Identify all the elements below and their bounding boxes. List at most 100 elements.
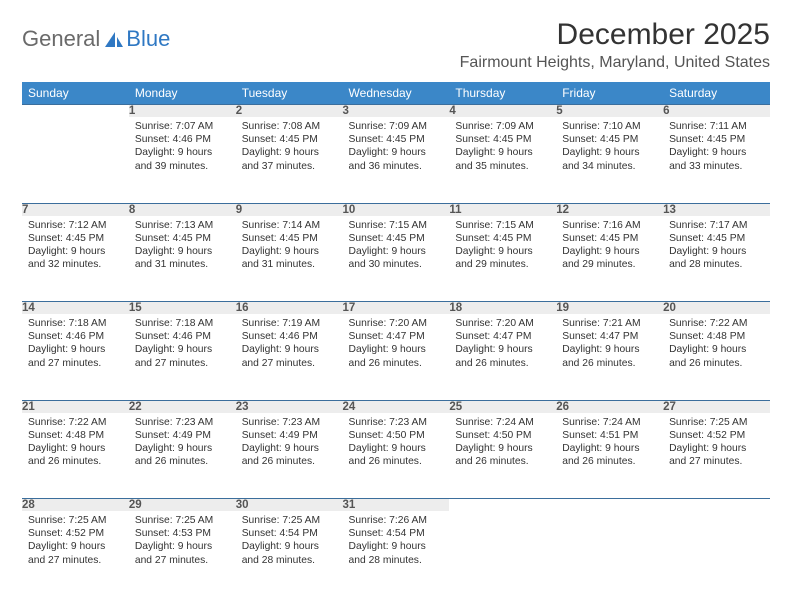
day-cell: Sunrise: 7:23 AMSunset: 4:49 PMDaylight:…	[236, 413, 343, 499]
empty-day-cell	[663, 511, 770, 597]
day-cell: Sunrise: 7:20 AMSunset: 4:47 PMDaylight:…	[343, 314, 450, 400]
empty-day-number	[556, 499, 663, 512]
day-details: Sunrise: 7:14 AMSunset: 4:45 PMDaylight:…	[236, 216, 343, 278]
day-body-row: Sunrise: 7:18 AMSunset: 4:46 PMDaylight:…	[22, 314, 770, 400]
day-details: Sunrise: 7:23 AMSunset: 4:50 PMDaylight:…	[343, 413, 450, 475]
empty-day-cell	[556, 511, 663, 597]
day-details: Sunrise: 7:20 AMSunset: 4:47 PMDaylight:…	[343, 314, 450, 376]
day-details: Sunrise: 7:08 AMSunset: 4:45 PMDaylight:…	[236, 117, 343, 179]
calendar-table: SundayMondayTuesdayWednesdayThursdayFrid…	[22, 82, 770, 597]
empty-day-number	[22, 105, 129, 118]
day-cell: Sunrise: 7:11 AMSunset: 4:45 PMDaylight:…	[663, 117, 770, 203]
day-details: Sunrise: 7:09 AMSunset: 4:45 PMDaylight:…	[449, 117, 556, 179]
day-number-row: 14151617181920	[22, 302, 770, 315]
weekday-header: Tuesday	[236, 82, 343, 105]
day-cell: Sunrise: 7:25 AMSunset: 4:52 PMDaylight:…	[22, 511, 129, 597]
day-cell: Sunrise: 7:24 AMSunset: 4:50 PMDaylight:…	[449, 413, 556, 499]
day-number: 8	[129, 203, 236, 216]
day-cell: Sunrise: 7:15 AMSunset: 4:45 PMDaylight:…	[449, 216, 556, 302]
day-details: Sunrise: 7:09 AMSunset: 4:45 PMDaylight:…	[343, 117, 450, 179]
weekday-header-row: SundayMondayTuesdayWednesdayThursdayFrid…	[22, 82, 770, 105]
day-body-row: Sunrise: 7:22 AMSunset: 4:48 PMDaylight:…	[22, 413, 770, 499]
day-number: 1	[129, 105, 236, 118]
day-details: Sunrise: 7:19 AMSunset: 4:46 PMDaylight:…	[236, 314, 343, 376]
day-number: 25	[449, 400, 556, 413]
day-details: Sunrise: 7:20 AMSunset: 4:47 PMDaylight:…	[449, 314, 556, 376]
day-cell: Sunrise: 7:16 AMSunset: 4:45 PMDaylight:…	[556, 216, 663, 302]
day-number: 4	[449, 105, 556, 118]
day-cell: Sunrise: 7:26 AMSunset: 4:54 PMDaylight:…	[343, 511, 450, 597]
day-cell: Sunrise: 7:25 AMSunset: 4:52 PMDaylight:…	[663, 413, 770, 499]
day-number-row: 21222324252627	[22, 400, 770, 413]
empty-day-number	[449, 499, 556, 512]
day-details: Sunrise: 7:17 AMSunset: 4:45 PMDaylight:…	[663, 216, 770, 278]
day-cell: Sunrise: 7:22 AMSunset: 4:48 PMDaylight:…	[22, 413, 129, 499]
day-details: Sunrise: 7:22 AMSunset: 4:48 PMDaylight:…	[663, 314, 770, 376]
location-subtitle: Fairmount Heights, Maryland, United Stat…	[460, 54, 770, 72]
day-number: 13	[663, 203, 770, 216]
day-number: 6	[663, 105, 770, 118]
weekday-header: Thursday	[449, 82, 556, 105]
day-cell: Sunrise: 7:18 AMSunset: 4:46 PMDaylight:…	[129, 314, 236, 400]
day-body-row: Sunrise: 7:12 AMSunset: 4:45 PMDaylight:…	[22, 216, 770, 302]
day-details: Sunrise: 7:25 AMSunset: 4:52 PMDaylight:…	[22, 511, 129, 573]
day-cell: Sunrise: 7:08 AMSunset: 4:45 PMDaylight:…	[236, 117, 343, 203]
day-details: Sunrise: 7:23 AMSunset: 4:49 PMDaylight:…	[129, 413, 236, 475]
day-details: Sunrise: 7:26 AMSunset: 4:54 PMDaylight:…	[343, 511, 450, 573]
day-details: Sunrise: 7:25 AMSunset: 4:53 PMDaylight:…	[129, 511, 236, 573]
weekday-header: Wednesday	[343, 82, 450, 105]
day-number: 27	[663, 400, 770, 413]
day-number: 30	[236, 499, 343, 512]
day-details: Sunrise: 7:18 AMSunset: 4:46 PMDaylight:…	[22, 314, 129, 376]
day-details: Sunrise: 7:10 AMSunset: 4:45 PMDaylight:…	[556, 117, 663, 179]
day-number: 21	[22, 400, 129, 413]
weekday-header: Monday	[129, 82, 236, 105]
brand-logo: General Blue	[22, 18, 170, 52]
empty-day-cell	[22, 117, 129, 203]
page-header: General Blue December 2025 Fairmount Hei…	[22, 18, 770, 72]
day-number: 5	[556, 105, 663, 118]
day-cell: Sunrise: 7:20 AMSunset: 4:47 PMDaylight:…	[449, 314, 556, 400]
weekday-header: Sunday	[22, 82, 129, 105]
day-cell: Sunrise: 7:25 AMSunset: 4:53 PMDaylight:…	[129, 511, 236, 597]
day-details: Sunrise: 7:11 AMSunset: 4:45 PMDaylight:…	[663, 117, 770, 179]
day-number: 23	[236, 400, 343, 413]
day-number: 3	[343, 105, 450, 118]
day-number: 7	[22, 203, 129, 216]
day-number: 9	[236, 203, 343, 216]
day-number: 17	[343, 302, 450, 315]
day-cell: Sunrise: 7:17 AMSunset: 4:45 PMDaylight:…	[663, 216, 770, 302]
day-cell: Sunrise: 7:15 AMSunset: 4:45 PMDaylight:…	[343, 216, 450, 302]
day-details: Sunrise: 7:21 AMSunset: 4:47 PMDaylight:…	[556, 314, 663, 376]
day-number: 2	[236, 105, 343, 118]
day-cell: Sunrise: 7:09 AMSunset: 4:45 PMDaylight:…	[343, 117, 450, 203]
day-details: Sunrise: 7:13 AMSunset: 4:45 PMDaylight:…	[129, 216, 236, 278]
day-details: Sunrise: 7:18 AMSunset: 4:46 PMDaylight:…	[129, 314, 236, 376]
brand-part1: General	[22, 26, 100, 52]
day-cell: Sunrise: 7:13 AMSunset: 4:45 PMDaylight:…	[129, 216, 236, 302]
day-number: 29	[129, 499, 236, 512]
day-number: 16	[236, 302, 343, 315]
day-cell: Sunrise: 7:21 AMSunset: 4:47 PMDaylight:…	[556, 314, 663, 400]
day-cell: Sunrise: 7:10 AMSunset: 4:45 PMDaylight:…	[556, 117, 663, 203]
weekday-header: Friday	[556, 82, 663, 105]
day-number: 31	[343, 499, 450, 512]
title-block: December 2025 Fairmount Heights, Marylan…	[460, 18, 770, 72]
day-cell: Sunrise: 7:14 AMSunset: 4:45 PMDaylight:…	[236, 216, 343, 302]
day-details: Sunrise: 7:12 AMSunset: 4:45 PMDaylight:…	[22, 216, 129, 278]
day-number-row: 78910111213	[22, 203, 770, 216]
day-details: Sunrise: 7:25 AMSunset: 4:52 PMDaylight:…	[663, 413, 770, 475]
day-cell: Sunrise: 7:07 AMSunset: 4:46 PMDaylight:…	[129, 117, 236, 203]
day-cell: Sunrise: 7:24 AMSunset: 4:51 PMDaylight:…	[556, 413, 663, 499]
brand-part2: Blue	[126, 26, 170, 52]
day-cell: Sunrise: 7:23 AMSunset: 4:50 PMDaylight:…	[343, 413, 450, 499]
day-number-row: 123456	[22, 105, 770, 118]
day-details: Sunrise: 7:25 AMSunset: 4:54 PMDaylight:…	[236, 511, 343, 573]
day-details: Sunrise: 7:24 AMSunset: 4:51 PMDaylight:…	[556, 413, 663, 475]
day-cell: Sunrise: 7:23 AMSunset: 4:49 PMDaylight:…	[129, 413, 236, 499]
weekday-header: Saturday	[663, 82, 770, 105]
day-details: Sunrise: 7:15 AMSunset: 4:45 PMDaylight:…	[449, 216, 556, 278]
day-body-row: Sunrise: 7:07 AMSunset: 4:46 PMDaylight:…	[22, 117, 770, 203]
day-cell: Sunrise: 7:22 AMSunset: 4:48 PMDaylight:…	[663, 314, 770, 400]
day-number: 15	[129, 302, 236, 315]
